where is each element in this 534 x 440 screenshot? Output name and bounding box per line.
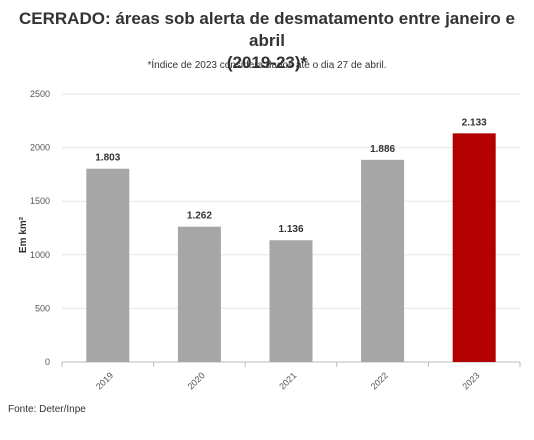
x-tick-label-2022: 2022 xyxy=(369,370,390,391)
chart-title: CERRADO: áreas sob alerta de desmatament… xyxy=(0,8,534,74)
y-tick-label: 0 xyxy=(45,357,50,367)
bar-2023 xyxy=(452,133,496,362)
x-tick-label-2019: 2019 xyxy=(94,370,115,391)
y-tick-label: 500 xyxy=(35,303,50,313)
bar-2019 xyxy=(86,168,130,362)
data-label-2022: 1.886 xyxy=(370,144,395,155)
chart-subtitle: *Índice de 2023 considera dados até o di… xyxy=(147,60,387,71)
y-axis-label: Em km² xyxy=(18,216,29,253)
chart-title-line-1: CERRADO: áreas sob alerta de desmatament… xyxy=(19,9,515,50)
x-axis-ticks: 2019 2020 2021 2022 2023 xyxy=(61,362,521,392)
bar-2020 xyxy=(177,226,221,362)
y-axis-ticks: 0 500 1000 1500 2000 2500 xyxy=(30,89,50,367)
y-tick-label: 1500 xyxy=(30,196,50,206)
data-label-2019: 1.803 xyxy=(95,153,120,164)
x-tick-label-2021: 2021 xyxy=(277,370,298,391)
source-note: Fonte: Deter/Inpe xyxy=(8,404,86,415)
x-tick-label-2023: 2023 xyxy=(460,370,481,391)
y-tick-label: 2000 xyxy=(30,143,50,153)
x-tick-label-2020: 2020 xyxy=(186,370,207,391)
data-label-2020: 1.262 xyxy=(187,211,212,222)
data-labels: 1.803 1.262 1.136 1.886 2.133 xyxy=(95,117,487,235)
data-label-2021: 1.136 xyxy=(278,224,303,235)
bars xyxy=(86,133,496,362)
data-label-2023: 2.133 xyxy=(462,117,487,128)
y-tick-label: 1000 xyxy=(30,250,50,260)
bar-2021 xyxy=(269,240,313,362)
bar-2022 xyxy=(361,159,405,362)
y-tick-label: 2500 xyxy=(30,89,50,99)
gridlines xyxy=(62,93,520,363)
chart-title-line-2: (2019-23)* xyxy=(226,53,308,72)
